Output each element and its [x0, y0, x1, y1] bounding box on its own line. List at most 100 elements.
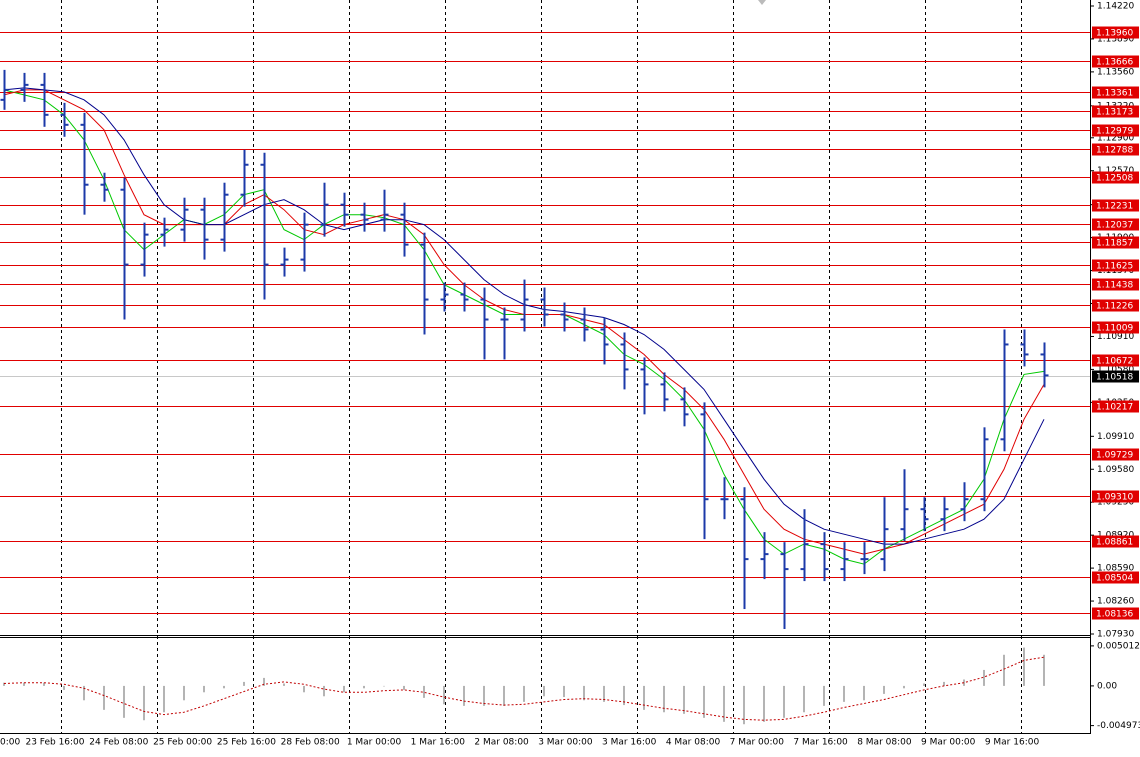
- oscillator-bar: [223, 685, 225, 689]
- oscillator-bar: [43, 682, 45, 686]
- y-tick-label: 1.09910: [1097, 432, 1134, 442]
- x-tick-label: 1 Mar 16:00: [411, 738, 466, 748]
- level-label: 1.11009: [1096, 324, 1133, 334]
- level-label: 1.08504: [1096, 574, 1133, 584]
- oscillator-bar: [763, 685, 765, 722]
- oscillator-bar: [63, 685, 65, 690]
- oscillator-y-tick-label: -0.004973: [1097, 721, 1140, 731]
- current-price-box: [1092, 370, 1139, 383]
- level-label-box: [1092, 143, 1139, 156]
- level-label: 1.08136: [1096, 610, 1133, 620]
- level-label-box: [1092, 259, 1139, 272]
- level-label: 1.09310: [1096, 493, 1133, 503]
- x-tick-label: 24 Feb 08:00: [89, 738, 148, 748]
- oscillator-bar: [283, 683, 285, 686]
- level-label-box: [1092, 448, 1139, 461]
- shift-marker: [758, 0, 766, 5]
- x-tick-label: 9 Mar 00:00: [921, 738, 976, 748]
- level-label-box: [1092, 236, 1139, 249]
- x-tick-label: 2 Mar 08:00: [474, 738, 529, 748]
- oscillator-bar: [843, 685, 845, 702]
- y-tick-label: 1.14220: [1097, 1, 1134, 11]
- level-label: 1.09729: [1096, 451, 1133, 461]
- oscillator-bar: [203, 685, 205, 693]
- oscillator-bar: [3, 682, 5, 686]
- oscillator-bar: [1043, 654, 1045, 686]
- level-label: 1.08861: [1096, 538, 1133, 548]
- oscillator-bar: [703, 685, 705, 718]
- oscillator-bar: [563, 685, 565, 698]
- oscillator-bar: [823, 685, 825, 706]
- oscillator-bar: [503, 685, 505, 706]
- y-tick-label: 1.08260: [1097, 597, 1134, 607]
- y-tick-label: 1.13890: [1097, 34, 1134, 44]
- level-label: 1.11438: [1096, 281, 1133, 291]
- oscillator-bar: [403, 685, 405, 690]
- level-label: 1.12979: [1096, 127, 1133, 137]
- x-tick-label: 0:00: [0, 738, 20, 748]
- oscillator-bar: [643, 685, 645, 710]
- oscillator-bar: [943, 681, 945, 686]
- level-label: 1.10672: [1096, 357, 1133, 367]
- oscillator-bar: [323, 685, 325, 697]
- oscillator-bar: [903, 685, 905, 689]
- oscillator-bar: [1023, 647, 1025, 686]
- level-label: 1.10217: [1096, 403, 1133, 413]
- oscillator-bar: [343, 685, 345, 693]
- level-label-box: [1092, 535, 1139, 548]
- y-tick-label: 1.08590: [1097, 564, 1134, 574]
- oscillator-bar: [23, 682, 25, 686]
- oscillator-bar: [803, 685, 805, 713]
- oscillator-bar: [123, 685, 125, 718]
- oscillator-bar: [83, 685, 85, 701]
- oscillator-bar: [783, 685, 785, 718]
- level-label: 1.12231: [1096, 202, 1133, 212]
- level-label: 1.12037: [1096, 221, 1133, 231]
- oscillator-y-tick-label: 0.005012: [1097, 641, 1140, 651]
- oscillator-bar: [263, 677, 265, 686]
- current-price-label: 1.10518: [1096, 373, 1133, 383]
- level-label-box: [1092, 86, 1139, 99]
- level-label-box: [1092, 105, 1139, 118]
- level-label: 1.11226: [1096, 302, 1133, 312]
- oscillator-bar: [163, 685, 165, 713]
- level-label-box: [1092, 171, 1139, 184]
- x-tick-label: 25 Feb 16:00: [217, 738, 276, 748]
- oscillator-bar: [183, 685, 185, 701]
- oscillator-bar: [1003, 654, 1005, 686]
- oscillator-bar: [463, 685, 465, 706]
- level-label-box: [1092, 299, 1139, 312]
- x-tick-label: 28 Feb 08:00: [281, 738, 340, 748]
- level-label: 1.13960: [1096, 29, 1133, 39]
- oscillator-bar: [363, 685, 365, 689]
- x-tick-label: 7 Mar 00:00: [730, 738, 785, 748]
- y-tick-label: 1.09250: [1097, 498, 1134, 508]
- y-tick-label: 1.07930: [1097, 630, 1134, 640]
- x-tick-label: 1 Mar 00:00: [347, 738, 402, 748]
- level-label-box: [1092, 607, 1139, 620]
- level-label-box: [1092, 571, 1139, 584]
- level-label-box: [1092, 400, 1139, 413]
- oscillator-bar: [443, 685, 445, 705]
- oscillator-bar: [723, 685, 725, 722]
- oscillator-bar: [883, 685, 885, 694]
- level-label: 1.12788: [1096, 146, 1133, 156]
- level-label-box: [1092, 278, 1139, 291]
- oscillator-bar: [863, 685, 865, 701]
- oscillator-bar: [103, 685, 105, 710]
- y-tick-label: 1.12900: [1097, 133, 1134, 143]
- oscillator-bar: [543, 685, 545, 697]
- level-label: 1.12508: [1096, 174, 1133, 184]
- level-label-box: [1092, 490, 1139, 503]
- oscillator-signal: [3, 656, 1045, 721]
- x-tick-label: 23 Feb 16:00: [25, 738, 84, 748]
- level-label-box: [1092, 354, 1139, 367]
- time-grid: [61, 0, 1022, 734]
- level-label-box: [1092, 124, 1139, 137]
- oscillator-bar: [483, 685, 485, 706]
- level-label: 1.13361: [1096, 89, 1133, 99]
- x-tick-label: 3 Mar 16:00: [602, 738, 657, 748]
- level-label-box: [1092, 321, 1139, 334]
- oscillator-bar: [623, 685, 625, 706]
